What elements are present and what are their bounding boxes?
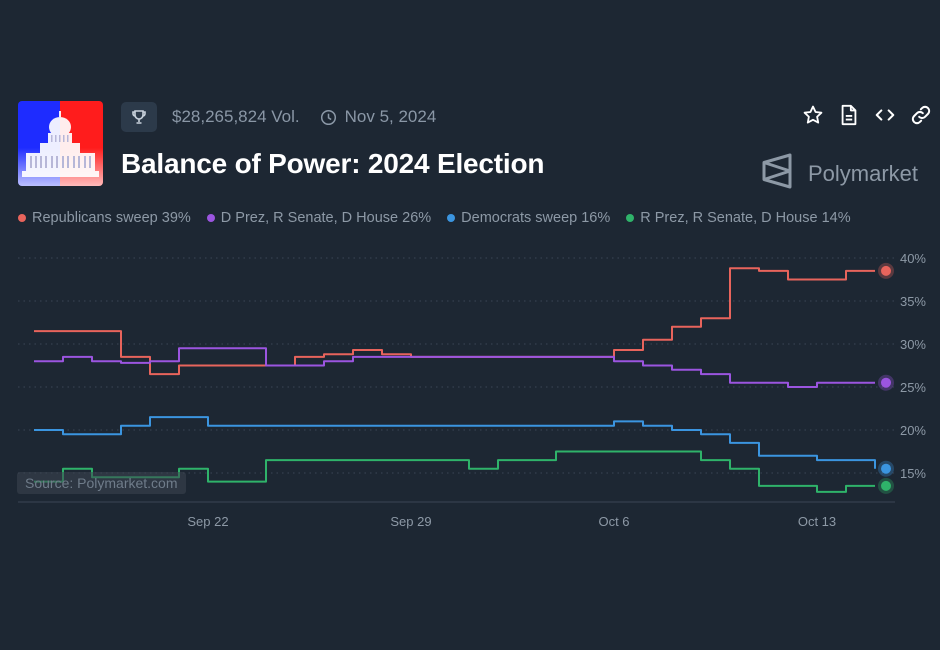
legend-item-dprez: D Prez, R Senate, D House 26% — [206, 210, 432, 226]
series-end-point — [881, 265, 891, 276]
polymarket-logo-icon — [760, 152, 794, 196]
x-tick-label: Sep 22 — [187, 514, 228, 529]
x-tick-label: Oct 6 — [598, 514, 629, 529]
legend-label: Democrats sweep 16% — [461, 210, 611, 226]
link-icon[interactable] — [910, 104, 932, 126]
code-icon[interactable] — [874, 104, 896, 126]
market-meta: $28,265,824 Vol. Nov 5, 2024 — [121, 102, 436, 132]
clock-icon — [320, 109, 337, 126]
chart-legend: Republicans sweep 39% D Prez, R Senate, … — [18, 210, 851, 226]
end-date-text: Nov 5, 2024 — [344, 107, 437, 126]
legend-item-rprez: R Prez, R Senate, D House 14% — [626, 210, 851, 226]
line-chart: 15% 20% 25% 30% 35% 40% Sep 22 Sep 29 Oct 6 Oct 1… — [18, 251, 926, 529]
polymarket-brand: Polymarket — [760, 152, 918, 196]
legend-item-democrats: Democrats sweep 16% — [447, 210, 610, 226]
legend-label: D Prez, R Senate, D House 26% — [220, 210, 432, 226]
series-line-0 — [34, 267, 875, 376]
legend-label: R Prez, R Senate, D House 14% — [640, 210, 851, 226]
series-line-1 — [34, 347, 875, 388]
y-tick-label: 35% — [900, 294, 926, 309]
brand-name: Polymarket — [808, 161, 919, 186]
source-label: Source: Polymarket.com — [17, 472, 186, 494]
y-tick-label: 25% — [900, 380, 926, 395]
y-tick-label: 30% — [900, 337, 926, 352]
series-end-point — [881, 377, 891, 388]
action-bar — [802, 104, 932, 126]
series-line-2 — [34, 416, 876, 469]
x-tick-label: Oct 13 — [798, 514, 836, 529]
legend-item-republicans: Republicans sweep 39% — [18, 210, 191, 226]
volume-text: $28,265,824 Vol. — [172, 107, 300, 126]
star-icon[interactable] — [802, 104, 824, 126]
series-end-point — [881, 463, 891, 474]
trophy-icon — [121, 102, 157, 132]
legend-dot — [206, 214, 215, 222]
market-title: Balance of Power: 2024 Election — [121, 148, 545, 179]
legend-dot — [626, 214, 635, 222]
document-icon[interactable] — [838, 104, 860, 126]
legend-label: Republicans sweep 39% — [32, 210, 191, 226]
y-tick-label: 20% — [900, 423, 926, 438]
y-tick-label: 15% — [900, 466, 926, 481]
x-tick-label: Sep 29 — [390, 514, 431, 529]
y-tick-label: 40% — [900, 251, 926, 266]
legend-dot — [447, 214, 456, 222]
series-end-point — [881, 480, 891, 491]
market-thumbnail — [18, 101, 103, 186]
legend-dot — [18, 214, 26, 222]
